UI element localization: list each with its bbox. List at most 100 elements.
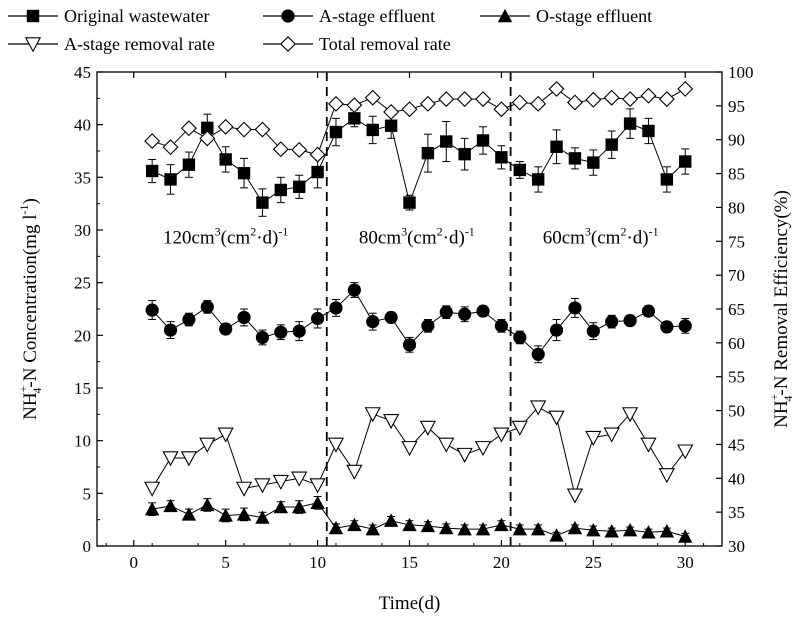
series-original-wastewater (145, 108, 692, 217)
x-tick-label: 30 (677, 553, 694, 572)
data-point (621, 407, 639, 423)
data-point (585, 430, 602, 447)
data-point (622, 91, 639, 108)
data-point (181, 507, 197, 521)
series-total-removal-rate (144, 80, 694, 163)
data-point (658, 468, 675, 484)
data-point (458, 307, 472, 321)
legend-label: A-stage effluent (319, 6, 435, 26)
x-tick-label: 15 (401, 553, 418, 572)
data-point (383, 513, 399, 527)
data-point (585, 91, 602, 108)
data-point (513, 330, 527, 345)
legend-marker (26, 9, 40, 23)
data-point (346, 464, 363, 480)
data-point (327, 95, 344, 112)
data-point (678, 319, 692, 333)
data-point (384, 119, 398, 132)
y-tick-label: 0 (83, 537, 92, 556)
data-point (201, 121, 214, 135)
data-point (476, 304, 490, 318)
data-point (182, 312, 196, 327)
data-point (550, 140, 563, 153)
data-point (440, 135, 453, 148)
data-point (364, 89, 381, 106)
x-axis-label: Time(d) (379, 593, 441, 614)
y-tick-label: 5 (83, 484, 92, 503)
data-point (364, 407, 381, 423)
data-point (476, 134, 490, 147)
data-point (329, 125, 343, 139)
y2-tick-label: 90 (728, 131, 745, 150)
y-tick-label: 30 (74, 221, 91, 240)
legend-item: Original wastewater (8, 6, 209, 26)
y2-tick-label: 95 (728, 97, 745, 116)
data-point (493, 101, 510, 118)
data-point (254, 121, 271, 138)
axes: 0 5 10 15 20 25 30 0 5 10 15 20 25 30 35 40 45 30 35 40 45 50… (74, 63, 754, 572)
legend-item: A-stage removal rate (8, 34, 215, 54)
y2-tick-label: 40 (728, 469, 745, 488)
data-point (144, 501, 160, 516)
data-point (678, 529, 693, 543)
series-a-stage-removal-rate (144, 400, 694, 504)
data-point (438, 437, 455, 453)
data-point (511, 420, 528, 436)
data-point (677, 444, 694, 460)
data-point (549, 528, 564, 542)
data-point (512, 521, 527, 536)
data-point (272, 474, 289, 491)
x-tick-label: 5 (221, 553, 230, 572)
data-point (292, 499, 307, 514)
data-point (530, 95, 547, 112)
series-line (151, 117, 686, 205)
data-point (548, 410, 565, 426)
data-point (182, 158, 196, 171)
series-o-stage-effluent (144, 495, 693, 543)
series-a-stage-effluent (145, 282, 692, 364)
data-point (163, 323, 178, 337)
data-point (218, 508, 233, 522)
y-axis-label: NH+4-N Concentration(mg l-1) (16, 198, 44, 420)
data-point (438, 91, 455, 108)
data-point (366, 123, 379, 137)
data-point (292, 324, 306, 338)
y2-tick-label: 70 (728, 266, 745, 285)
data-point (586, 324, 600, 338)
data-point (493, 427, 510, 443)
data-point (641, 304, 656, 318)
data-point (255, 330, 270, 345)
data-point (623, 117, 637, 130)
x-tick-label: 0 (130, 553, 139, 572)
data-point (567, 520, 583, 535)
legend-label: Total removal rate (319, 34, 451, 54)
data-point (403, 196, 416, 209)
data-point (549, 323, 564, 337)
data-point (456, 91, 473, 108)
plot-frame (96, 71, 723, 547)
data-point (219, 153, 232, 166)
legend-marker (497, 8, 513, 23)
data-point (236, 507, 252, 521)
plot-area: 120cm3(cm2·d)-1 80cm3(cm2·d)-1 60cm3(cm2·d… (144, 72, 694, 546)
data-point (511, 94, 528, 111)
data-point (309, 146, 326, 163)
data-point (145, 303, 159, 317)
data-point (384, 310, 398, 325)
data-point (162, 139, 179, 156)
data-point (272, 141, 289, 158)
data-point (421, 146, 435, 160)
y-tick-label: 15 (74, 379, 91, 398)
data-point (530, 400, 547, 416)
legend: Original wastewater A-stage effluent O-sta… (8, 6, 652, 54)
data-point (273, 499, 289, 514)
data-point (180, 451, 198, 467)
legend-label: A-stage removal rate (64, 34, 215, 54)
data-point (475, 521, 491, 536)
y2-tick-label: 30 (728, 537, 745, 556)
data-point (474, 441, 492, 457)
data-point (531, 173, 545, 186)
data-point (402, 517, 417, 532)
legend-item: Total removal rate (263, 34, 451, 54)
